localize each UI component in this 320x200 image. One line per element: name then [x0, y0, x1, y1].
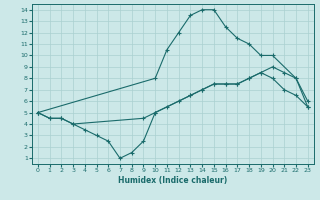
X-axis label: Humidex (Indice chaleur): Humidex (Indice chaleur): [118, 176, 228, 185]
